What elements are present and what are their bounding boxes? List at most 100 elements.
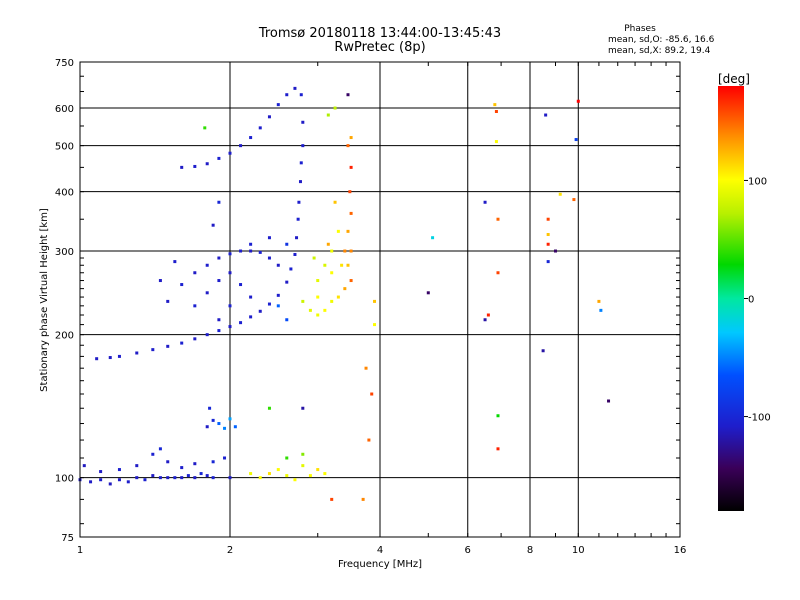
data-point xyxy=(285,280,289,284)
data-point xyxy=(276,468,280,472)
x-axis-label: Frequency [MHz] xyxy=(338,559,422,570)
data-point xyxy=(349,211,353,215)
x-tick-label: 4 xyxy=(377,545,383,556)
data-point xyxy=(496,271,500,275)
data-point xyxy=(95,357,99,361)
x-tick-label: 8 xyxy=(527,545,533,556)
data-point xyxy=(316,313,320,317)
data-point xyxy=(180,165,184,169)
data-point xyxy=(99,470,103,474)
data-point xyxy=(199,472,203,476)
data-point xyxy=(239,283,243,287)
data-point xyxy=(544,113,548,117)
data-point xyxy=(496,414,500,418)
data-point xyxy=(293,86,297,90)
data-point xyxy=(217,200,221,204)
data-point xyxy=(301,120,305,124)
chart-subtitle: RwPretec (8p) xyxy=(334,40,426,55)
data-point xyxy=(336,229,340,233)
data-point xyxy=(217,422,221,426)
data-point xyxy=(558,192,562,196)
data-point xyxy=(323,263,327,267)
data-point xyxy=(239,249,243,253)
data-point xyxy=(486,313,490,317)
y-tick-label: 75 xyxy=(61,533,74,544)
data-point xyxy=(326,113,330,117)
phases-title: Phases xyxy=(624,24,656,34)
x-tick-label: 1 xyxy=(77,545,83,556)
x-axis: 1 2 4 6 8 10 16 xyxy=(77,62,686,556)
phases-x-stats: mean, sd,X: 89.2, 19.4 xyxy=(608,46,711,56)
data-point xyxy=(285,456,289,460)
data-point xyxy=(349,165,353,169)
data-point xyxy=(330,299,334,303)
data-point xyxy=(301,299,305,303)
data-point xyxy=(117,478,121,482)
data-point xyxy=(316,295,320,299)
data-point xyxy=(249,295,253,299)
data-point xyxy=(108,356,112,360)
data-point xyxy=(361,497,365,501)
y-tick-label: 600 xyxy=(55,104,74,115)
data-point xyxy=(173,476,177,480)
y-axis-label: Stationary phase Virtual Height [km] xyxy=(39,208,50,392)
data-point xyxy=(228,417,232,421)
x-tick-label: 6 xyxy=(465,545,471,556)
data-point xyxy=(426,291,430,295)
phases-o-stats: mean, sd,O: -85.6, 16.6 xyxy=(608,35,715,45)
data-points xyxy=(78,86,611,501)
data-point xyxy=(607,399,611,403)
data-point xyxy=(258,250,262,254)
data-point xyxy=(208,406,212,410)
data-point xyxy=(572,198,576,202)
data-point xyxy=(258,126,262,130)
data-point xyxy=(367,438,371,442)
data-point xyxy=(228,476,232,480)
data-point xyxy=(431,236,435,240)
data-point xyxy=(82,464,86,468)
data-point xyxy=(346,263,350,267)
data-point xyxy=(205,162,209,166)
data-point xyxy=(316,279,320,283)
y-tick-label: 750 xyxy=(55,58,74,69)
data-point xyxy=(205,474,209,478)
data-point xyxy=(267,302,271,306)
x-tick-label: 2 xyxy=(227,545,233,556)
data-point xyxy=(117,354,121,358)
data-point xyxy=(180,476,184,480)
data-point xyxy=(193,164,197,168)
data-point xyxy=(117,468,121,472)
data-point xyxy=(494,109,498,113)
data-point xyxy=(99,478,103,482)
data-point xyxy=(301,144,305,148)
y-tick-label: 400 xyxy=(55,188,74,199)
data-point xyxy=(373,323,377,327)
colorbar-tick-label: 0 xyxy=(748,295,754,306)
data-point xyxy=(267,472,271,476)
colorbar-unit-label: [deg] xyxy=(718,72,750,86)
data-point xyxy=(228,271,232,275)
data-point xyxy=(364,366,368,370)
data-point xyxy=(180,341,184,345)
data-point xyxy=(496,447,500,451)
data-point xyxy=(312,256,316,260)
data-point xyxy=(370,392,374,396)
data-point xyxy=(166,460,170,464)
data-point xyxy=(135,351,139,355)
data-point xyxy=(228,304,232,308)
data-point xyxy=(323,472,327,476)
data-point xyxy=(203,126,207,130)
data-point xyxy=(343,287,347,291)
data-point xyxy=(205,333,209,337)
data-point xyxy=(546,242,550,246)
data-point xyxy=(330,497,334,501)
data-point xyxy=(330,249,334,253)
data-point xyxy=(285,318,289,322)
data-point xyxy=(135,464,139,468)
data-point xyxy=(483,200,487,204)
data-point xyxy=(180,283,184,287)
data-point xyxy=(299,93,303,97)
data-point xyxy=(158,279,162,283)
data-point xyxy=(173,260,177,264)
